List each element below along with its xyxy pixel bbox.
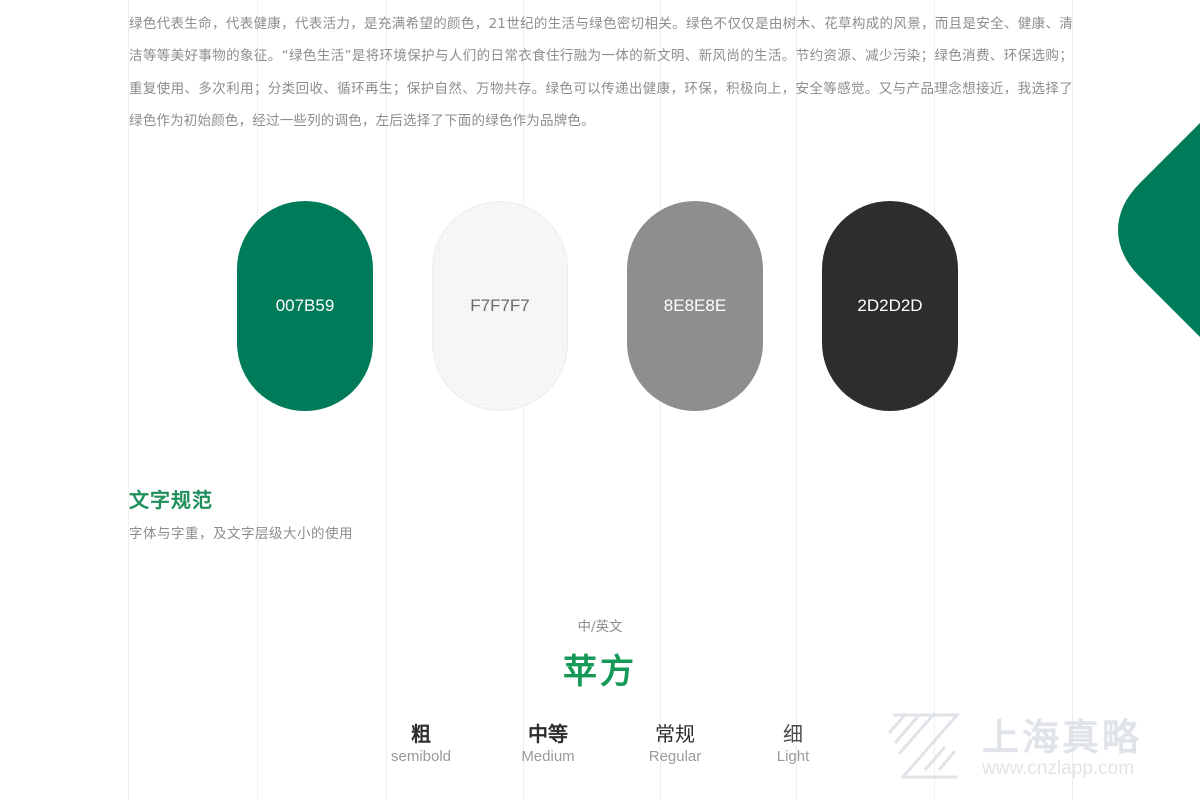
swatch-hex-label: 007B59 [275, 296, 335, 315]
intro-paragraph: 绿色代表生命，代表健康，代表活力，是充满希望的颜色，21世纪的生活与绿色密切相关… [129, 16, 1073, 129]
weight-label-zh: 粗 [411, 722, 431, 746]
color-swatch-primary: 007B59 [237, 201, 373, 411]
language-label: 中/英文 [577, 619, 623, 635]
weight-label-en: Light [776, 748, 810, 765]
watermark: 上海真略 www.cnzlapp.com [885, 707, 1185, 787]
watermark-company-name: 上海真略 [982, 716, 1142, 759]
weight-label-en: Regular [648, 748, 702, 765]
decorative-green-rhombus [1118, 123, 1200, 337]
weight-label-zh: 中等 [528, 722, 568, 746]
section-title: 文字规范 [129, 488, 213, 512]
weight-label-en: Medium [521, 748, 575, 765]
swatch-hex-label: 8E8E8E [663, 296, 727, 315]
weight-label-zh: 常规 [655, 722, 695, 746]
watermark-url: www.cnzlapp.com [982, 758, 1135, 779]
weight-medium: 中等 Medium [488, 720, 608, 766]
color-swatch-mid-gray: 8E8E8E [627, 201, 763, 411]
zl-logo-icon [887, 713, 961, 779]
color-swatch-dark-gray: 2D2D2D [822, 201, 958, 411]
weight-light: 细 Light [733, 720, 853, 766]
weight-label-en: semibold [390, 748, 452, 765]
weight-semibold: 粗 semibold [361, 720, 481, 766]
swatch-hex-label: F7F7F7 [470, 296, 530, 315]
color-swatch-light-gray: F7F7F7 [432, 201, 568, 411]
weight-regular: 常规 Regular [615, 720, 735, 766]
swatch-hex-label: 2D2D2D [857, 296, 923, 315]
font-family-name: 苹方 [563, 652, 637, 692]
weight-label-zh: 细 [783, 722, 803, 746]
section-subtitle: 字体与字重，及文字层级大小的使用 [129, 526, 353, 542]
